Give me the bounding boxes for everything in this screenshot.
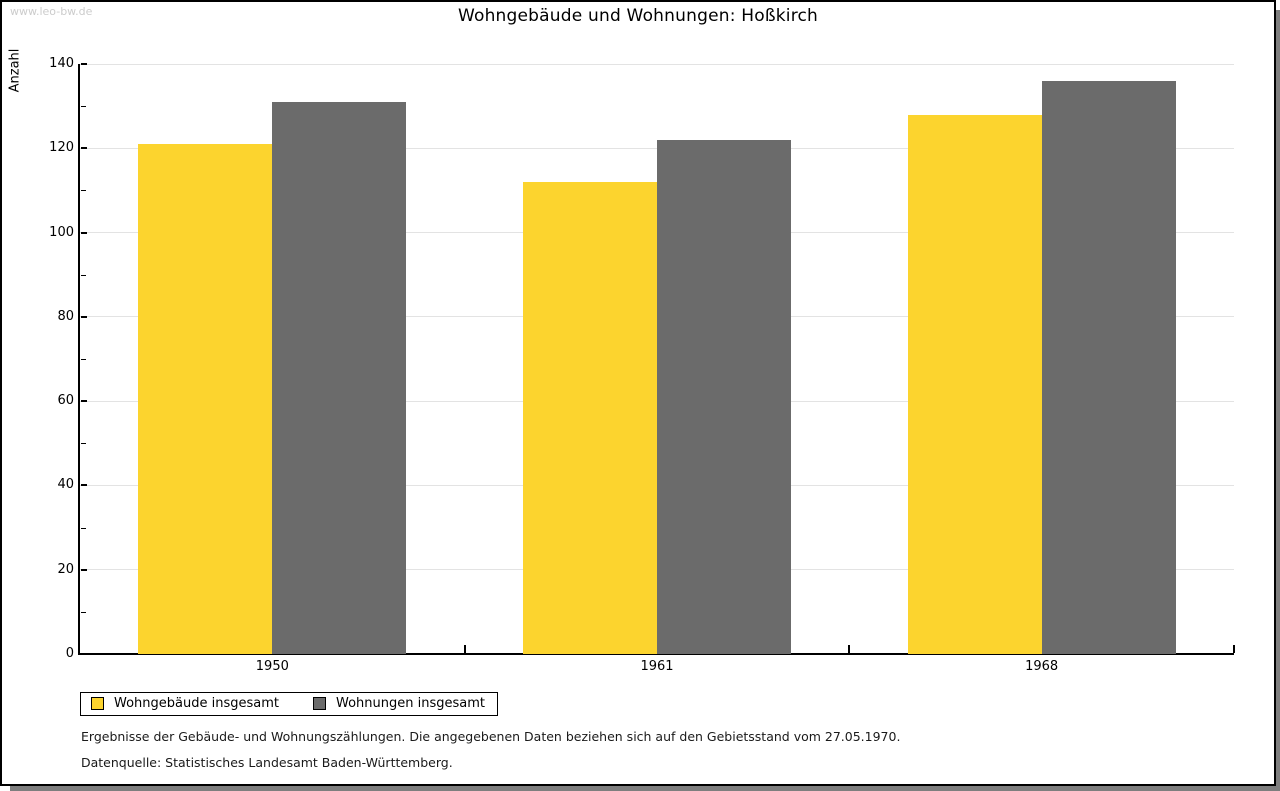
y-gridline xyxy=(80,63,1234,65)
x-tick xyxy=(1233,645,1235,653)
x-axis-line xyxy=(78,653,1234,655)
x-tick xyxy=(848,645,851,653)
legend: Wohngebäude insgesamt Wohnungen insgesam… xyxy=(80,692,498,716)
y-tick-major xyxy=(81,63,87,65)
y-tick-minor xyxy=(81,190,86,192)
legend-swatch-yellow xyxy=(91,697,104,710)
y-tick-major xyxy=(81,315,87,318)
y-tick-label: 120 xyxy=(49,140,74,156)
y-tick-label: 100 xyxy=(49,224,74,240)
legend-label: Wohngebäude insgesamt xyxy=(114,696,279,711)
y-tick-major xyxy=(81,231,87,234)
y-tick-minor xyxy=(81,527,86,529)
y-tick-major xyxy=(81,568,87,571)
y-tick-label: 20 xyxy=(57,561,74,577)
y-tick-major xyxy=(81,400,87,403)
x-tick-label: 1961 xyxy=(640,659,674,674)
bar-1950-wohnungen xyxy=(272,101,407,654)
y-tick-label: 60 xyxy=(57,393,74,409)
bar-1968-wohnungen xyxy=(1041,80,1176,654)
y-tick-minor xyxy=(81,106,86,108)
y-tick-minor xyxy=(81,274,86,276)
footnote-datenquelle: Datenquelle: Statistisches Landesamt Bad… xyxy=(81,755,453,770)
bar-1961-wohngebaeude xyxy=(523,182,657,654)
chart-title: Wohngebäude und Wohnungen: Hoßkirch xyxy=(457,6,819,26)
y-tick-label: 80 xyxy=(57,308,74,324)
y-tick-label: 140 xyxy=(49,56,74,71)
y-tick-major xyxy=(81,484,87,487)
x-tick xyxy=(463,645,466,653)
y-tick-label: 0 xyxy=(65,646,74,661)
watermark: www.leo-bw.de xyxy=(10,5,93,18)
bar-1950-wohngebaeude xyxy=(138,144,273,654)
x-tick-label: 1950 xyxy=(255,659,289,674)
y-tick-major xyxy=(81,147,87,150)
y-tick-minor xyxy=(81,359,86,360)
legend-swatch-gray xyxy=(313,697,326,710)
bar-1961-wohnungen xyxy=(657,139,791,654)
legend-item-wohnungen: Wohnungen insgesamt xyxy=(313,696,485,711)
y-axis-line xyxy=(78,64,80,654)
y-tick-label: 40 xyxy=(57,477,74,493)
legend-item-wohngebaeude: Wohngebäude insgesamt xyxy=(91,696,279,711)
bar-1968-wohngebaeude xyxy=(907,114,1042,654)
legend-label: Wohnungen insgesamt xyxy=(336,696,485,711)
y-tick-minor xyxy=(81,443,86,445)
x-tick-label: 1968 xyxy=(1025,659,1059,674)
footnote-gebietsstand: Ergebnisse der Gebäude- und Wohnungszähl… xyxy=(81,729,901,744)
y-tick-minor xyxy=(81,611,86,613)
